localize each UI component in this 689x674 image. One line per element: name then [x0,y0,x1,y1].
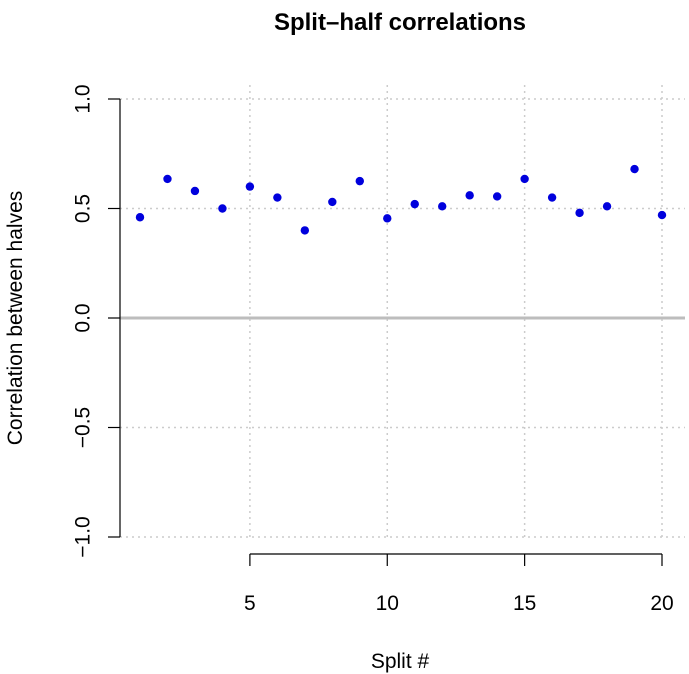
data-point [328,197,337,207]
data-point [218,204,227,213]
data-point [520,174,529,184]
data-point [383,214,392,223]
data-point [163,174,172,184]
y-tick-label: 0.5 [71,194,94,223]
y-axis-label: Correlation between halves [4,191,27,445]
y-tick-label: 0.0 [71,303,94,332]
data-point [575,208,584,218]
y-tick-label: 1.0 [71,84,94,113]
x-tick-label: 20 [650,592,673,615]
grid [120,85,685,538]
data-point [273,193,282,202]
data-point [438,202,447,211]
x-tick-label: 5 [244,592,256,615]
data-point [547,193,557,202]
data-point [190,186,200,196]
x-tick-label: 15 [513,592,536,615]
data-point [245,182,255,191]
data-point [630,164,639,174]
data-point [410,199,419,209]
data-point [135,213,145,222]
data-point [602,202,612,211]
data-point [465,191,474,200]
data-point [355,176,364,186]
data-point [657,210,667,220]
x-axis-label: Split # [371,650,430,673]
axes: −1.0 −0.5 0.0 0.5 1.0 5 10 15 20 [71,84,673,615]
x-tick-label: 10 [376,592,399,615]
y-tick-label: −0.5 [71,407,94,448]
y-tick-label: −1.0 [71,516,94,557]
data-point [492,192,502,201]
data-points [135,164,667,235]
chart-title: Split–half correlations [274,9,526,36]
data-point [300,226,310,235]
